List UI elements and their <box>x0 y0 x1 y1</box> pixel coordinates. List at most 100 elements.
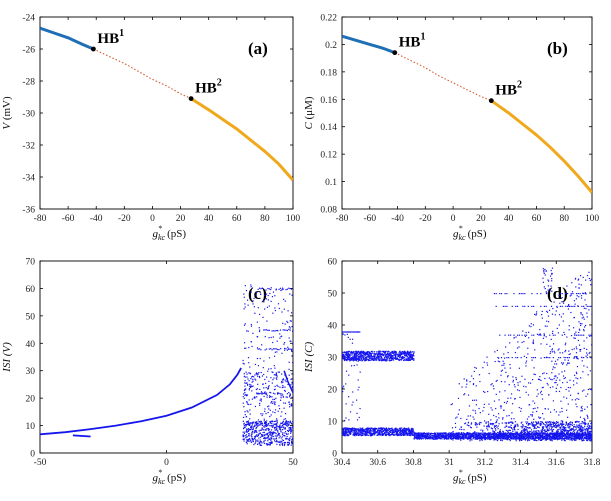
isi-point <box>344 428 347 431</box>
isi-point <box>407 358 409 360</box>
isi-point <box>536 436 539 438</box>
isi-point <box>543 433 545 435</box>
isi-point <box>541 398 544 400</box>
isi-point <box>291 355 293 357</box>
isi-point <box>250 385 252 388</box>
isi-point <box>263 360 265 362</box>
isi-point <box>280 422 282 424</box>
isi-point <box>392 428 394 430</box>
isi-point <box>243 308 245 310</box>
isi-point <box>524 428 526 430</box>
isi-point <box>535 436 537 438</box>
isi-point <box>587 388 589 391</box>
isi-point <box>556 306 558 308</box>
isi-point <box>247 430 249 432</box>
isi-point <box>346 359 348 361</box>
isi-point <box>431 436 433 438</box>
isi-point <box>565 438 568 440</box>
isi-point <box>385 428 387 430</box>
isi-point <box>442 433 444 436</box>
isi-point <box>552 343 555 345</box>
isi-point <box>367 355 369 357</box>
isi-point <box>259 439 261 441</box>
isi-point <box>502 418 504 420</box>
isi-point <box>356 355 359 357</box>
hb-point <box>488 98 494 104</box>
isi-point <box>581 408 583 410</box>
isi-point <box>458 436 460 438</box>
isi-point <box>587 393 589 395</box>
isi-point <box>256 347 259 349</box>
isi-point <box>255 435 257 437</box>
isi-point <box>399 351 401 353</box>
isi-point <box>553 436 555 438</box>
isi-point <box>549 435 551 437</box>
isi-point <box>366 355 368 358</box>
isi-point <box>372 432 375 434</box>
isi-point <box>555 434 557 436</box>
isi-point <box>388 434 391 436</box>
isi-point <box>543 418 545 420</box>
isi-point <box>251 422 253 424</box>
isi-point <box>367 356 369 358</box>
isi-point <box>556 432 558 434</box>
isi-point <box>281 393 283 395</box>
isi-point <box>450 433 452 435</box>
isi-point <box>444 433 446 435</box>
isi-point <box>267 386 270 388</box>
isi-point <box>516 435 518 437</box>
isi-point <box>275 289 277 291</box>
isi-point <box>575 435 577 437</box>
isi-point <box>284 413 287 415</box>
isi-point <box>247 435 250 437</box>
isi-point <box>251 385 253 388</box>
isi-point <box>473 436 475 438</box>
isi-point <box>292 426 293 428</box>
isi-point <box>460 437 462 439</box>
isi-point <box>464 436 467 438</box>
isi-point <box>369 351 371 354</box>
isi-point <box>288 287 290 289</box>
isi-point <box>379 428 382 430</box>
isi-point <box>373 427 376 430</box>
isi-point <box>403 433 405 436</box>
isi-point <box>555 424 557 426</box>
isi-point <box>347 357 349 360</box>
isi-point <box>535 314 537 316</box>
isi-point <box>342 387 344 389</box>
isi-point <box>445 435 447 437</box>
isi-point <box>258 421 260 423</box>
isi-point <box>510 432 512 434</box>
isi-point <box>264 410 266 412</box>
isi-point <box>573 431 576 433</box>
isi-point <box>578 398 580 400</box>
isi-point <box>358 358 360 361</box>
isi-point <box>355 399 358 401</box>
isi-point <box>288 328 290 331</box>
isi-point <box>289 327 291 329</box>
isi-point <box>495 434 497 436</box>
isi-point <box>360 350 362 352</box>
isi-point <box>427 433 429 435</box>
isi-point <box>358 359 360 361</box>
isi-point <box>547 437 549 439</box>
isi-point <box>380 431 383 433</box>
isi-point <box>262 435 264 437</box>
isi-point <box>351 331 353 333</box>
isi-point <box>280 422 282 425</box>
isi-point <box>446 434 448 436</box>
isi-point <box>444 434 446 436</box>
isi-point <box>252 426 254 428</box>
isi-point <box>401 434 403 436</box>
isi-point <box>344 419 346 422</box>
isi-point <box>380 427 382 429</box>
isi-point <box>501 438 503 440</box>
isi-point <box>507 438 509 440</box>
x-axis-label: g* kc (pS) <box>453 224 487 242</box>
isi-point <box>292 433 293 435</box>
isi-point <box>385 350 387 352</box>
series-ISI-curve <box>40 367 242 436</box>
isi-point <box>524 437 526 439</box>
isi-point <box>539 437 542 439</box>
isi-point <box>358 358 360 360</box>
